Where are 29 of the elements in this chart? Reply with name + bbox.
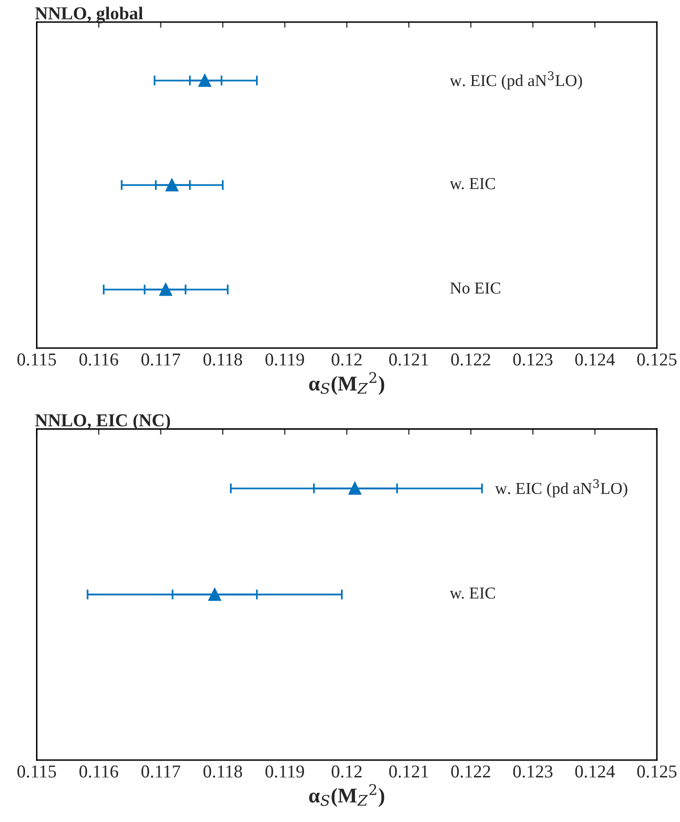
x-tick-label: 0.123 xyxy=(513,353,552,366)
x-tick-label: 0.125 xyxy=(637,765,676,778)
x-tick-label: 0.118 xyxy=(203,353,242,366)
x-tick-label: 0.116 xyxy=(79,765,118,778)
x-tick-label: 0.119 xyxy=(266,765,304,778)
x-tick-label: 0.117 xyxy=(141,353,180,366)
category-label: No EIC xyxy=(450,282,500,294)
x-tick-label: 0.122 xyxy=(451,765,490,778)
x-axis-title: α$_{S}$(M$_{Z}$$^{2}$) xyxy=(309,372,384,395)
x-axis-title: α$_{S}$(M$_{Z}$$^{2}$) xyxy=(309,784,384,807)
x-tick-label: 0.121 xyxy=(389,353,428,366)
x-tick-label: 0.121 xyxy=(389,765,428,778)
category-label: w. EIC (pd aN$^{3}$LO) xyxy=(450,71,582,90)
x-tick-label: 0.115 xyxy=(17,765,56,778)
x-tick-label: 0.115 xyxy=(17,353,56,366)
category-label: w. EIC xyxy=(450,178,495,190)
x-tick-label: 0.124 xyxy=(575,765,615,778)
x-tick-label: 0.122 xyxy=(451,353,490,366)
x-tick-label: 0.119 xyxy=(266,353,304,366)
chart-title: NNLO, EIC (NC) xyxy=(35,414,170,430)
x-tick-label: 0.12 xyxy=(332,353,362,366)
x-tick-label: 0.118 xyxy=(203,765,242,778)
x-tick-label: 0.116 xyxy=(79,353,118,366)
x-tick-label: 0.117 xyxy=(141,765,180,778)
x-tick-label: 0.125 xyxy=(637,353,676,366)
x-tick-label: 0.12 xyxy=(332,765,362,778)
x-tick-label: 0.124 xyxy=(575,353,615,366)
chart-title: NNLO, global xyxy=(35,6,143,24)
x-tick-label: 0.123 xyxy=(513,765,552,778)
